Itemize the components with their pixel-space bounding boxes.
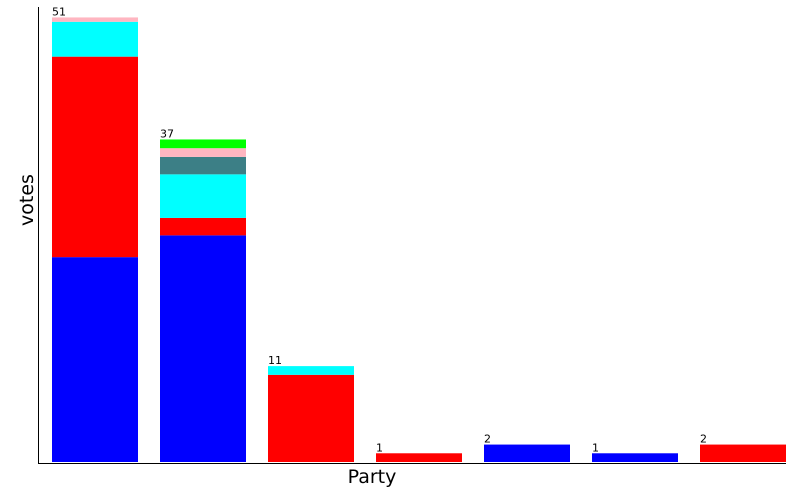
bar-segment-1-series-3 [52,21,138,57]
bar-total-label-2: 37 [160,127,174,140]
bar-segment-1-series-2 [52,56,138,258]
bars-layer [52,17,786,462]
bar-segment-2-series-6 [160,139,246,149]
bar-segment-2-series-3 [160,174,246,218]
bar-segment-1-series-5 [52,17,138,22]
bar-total-label-4: 1 [376,441,383,454]
bar-segment-2-series-2 [160,217,246,236]
bar-total-label-1: 51 [52,5,66,18]
bar-segment-7-series-2 [700,444,786,462]
bar-segment-3-series-2 [268,374,354,462]
bar-total-label-3: 11 [268,354,282,367]
bar-total-label-6: 1 [592,441,599,454]
bar-segment-4-series-2 [376,453,462,462]
bar-segment-6-series-1 [592,453,678,462]
bar-segment-5-series-1 [484,444,570,462]
bar-segment-2-series-4 [160,156,246,175]
bar-segment-1-series-1 [52,257,138,462]
y-axis-title: votes [16,174,38,226]
bar-segment-2-series-5 [160,148,246,157]
bar-total-label-7: 2 [700,433,707,446]
x-axis-title: Party [347,466,397,488]
bar-total-label-5: 2 [484,433,491,446]
bar-segment-3-series-3 [268,366,354,375]
bar-segment-2-series-1 [160,235,246,462]
